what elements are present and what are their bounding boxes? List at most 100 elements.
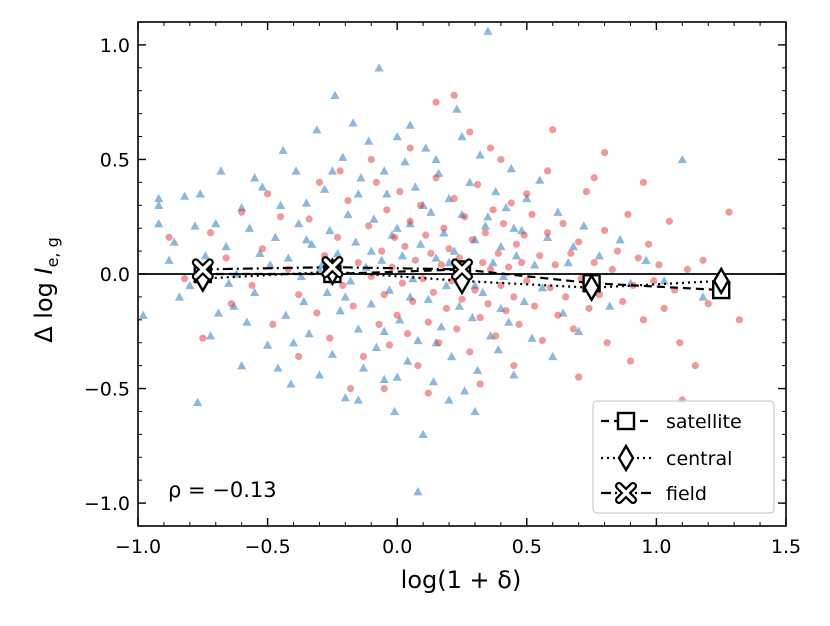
red-circle-point: [385, 341, 394, 349]
red-circle-point: [538, 336, 546, 345]
red-circle-point: [445, 245, 453, 253]
blue-triangle-point: [431, 154, 441, 164]
blue-triangle-point: [154, 219, 164, 228]
blue-triangle-point: [392, 131, 402, 141]
blue-triangle-point: [154, 193, 164, 203]
blue-triangle-point: [237, 361, 247, 370]
blue-triangle-point: [390, 406, 400, 416]
red-circle-point: [460, 213, 469, 221]
blue-triangle-point: [332, 248, 343, 258]
red-circle-point: [378, 247, 386, 255]
red-circle-point: [476, 313, 484, 322]
red-circle-point: [315, 178, 324, 186]
trend-layer: [191, 256, 731, 303]
blue-triangle-point: [509, 223, 519, 232]
red-circle-point: [442, 304, 451, 312]
blue-triangle-point: [353, 189, 363, 198]
red-circle-point: [704, 300, 712, 308]
red-circle-point: [264, 190, 272, 198]
blue-triangle-point: [574, 326, 584, 335]
red-circle-point: [691, 362, 699, 370]
red-circle-point: [403, 329, 412, 338]
red-circle-point: [466, 348, 474, 356]
red-circle-point: [546, 284, 554, 292]
blue-triangle-point: [379, 374, 389, 384]
red-circle-point: [419, 274, 427, 283]
blue-triangle-point: [345, 276, 356, 285]
red-circle-point: [554, 311, 562, 319]
red-circle-point: [655, 261, 663, 269]
blue-triangle-point: [296, 271, 306, 280]
blue-triangle-point: [579, 221, 589, 230]
blue-triangle-point: [392, 223, 402, 232]
red-circle-point: [590, 258, 598, 267]
red-circle-point: [567, 249, 575, 257]
blue-triangle-point: [475, 150, 485, 159]
blue-triangle-point: [211, 219, 221, 228]
blue-triangle-point: [410, 182, 420, 191]
legend-entries: satellite central field: [601, 411, 742, 505]
red-circle-point: [590, 174, 598, 182]
red-circle-point: [295, 291, 303, 299]
blue-triangle-point: [594, 251, 604, 260]
blue-triangle-point: [470, 406, 480, 416]
blue-triangle-point: [379, 166, 389, 175]
blue-triangle-point: [441, 280, 452, 290]
blue-triangle-point: [200, 251, 210, 260]
red-circle-point: [199, 334, 207, 342]
blue-triangle-point: [322, 287, 332, 297]
red-circle-point: [450, 91, 458, 99]
central-marker: [583, 273, 600, 303]
blue-triangle-point: [659, 276, 669, 285]
red-circle-point: [645, 240, 653, 248]
blue-triangle-point: [138, 310, 148, 319]
blue-triangle-point: [335, 306, 345, 315]
blue-triangle-point: [358, 363, 369, 372]
blue-triangle-point: [353, 324, 363, 333]
red-circle-point: [414, 362, 422, 370]
red-circle-point: [206, 229, 215, 237]
blue-triangle-point: [384, 285, 395, 294]
y-axis-label-italic: I: [30, 267, 58, 274]
red-circle-point: [518, 258, 526, 267]
blue-triangle-point: [568, 241, 579, 251]
red-circle-point: [507, 199, 515, 207]
blue-triangle-point: [444, 395, 454, 404]
red-circle-point: [582, 187, 591, 196]
legend-label-field: field: [666, 483, 707, 505]
red-circle-point: [295, 352, 303, 361]
blue-triangle-point: [257, 182, 268, 191]
red-circle-point: [486, 144, 495, 152]
blue-triangle-point: [312, 125, 322, 134]
red-circle-point: [344, 197, 352, 205]
red-circle-point: [429, 288, 438, 296]
red-circle-point: [530, 302, 539, 310]
central-legend-marker: [617, 443, 635, 473]
blue-triangle-point: [522, 193, 532, 203]
legend-box: [592, 400, 775, 514]
blue-triangle-point: [397, 251, 407, 260]
blue-triangle-point: [374, 63, 384, 72]
red-circle-point: [476, 380, 484, 388]
blue-triangle-point: [413, 487, 423, 496]
blue-triangle-point: [281, 310, 291, 319]
blue-triangle-point: [180, 191, 190, 200]
red-circle-point: [339, 281, 347, 290]
blue-triangle-point: [431, 253, 441, 262]
blue-triangle-point: [224, 278, 234, 287]
red-circle-point: [499, 220, 508, 228]
red-circle-point: [699, 256, 707, 264]
red-circle-point: [575, 238, 583, 246]
red-circle-point: [510, 362, 518, 370]
red-circle-point: [365, 222, 373, 230]
blue-triangle-point: [213, 308, 223, 317]
red-circle-point: [569, 325, 578, 333]
red-circle-point: [473, 181, 482, 189]
red-circle-point: [227, 300, 235, 308]
red-circle-point: [367, 155, 375, 164]
blue-triangle-point: [542, 232, 553, 242]
red-circle-point: [619, 297, 627, 306]
red-circle-point: [608, 265, 616, 274]
blue-triangle-point: [221, 241, 231, 251]
